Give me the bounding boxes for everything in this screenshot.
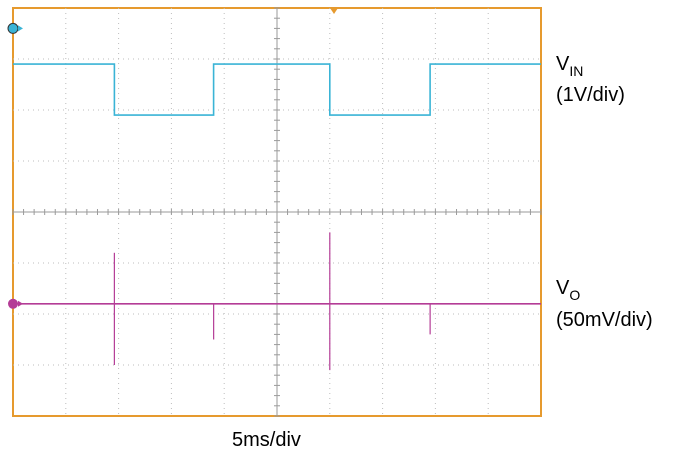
channel-marker-vin	[7, 22, 19, 34]
series-vin-name: VIN	[556, 53, 584, 79]
series-vo-scale: (50mV/div)	[556, 309, 653, 331]
series-vo-name: VO	[556, 277, 581, 303]
x-axis-label: 5ms/div	[232, 429, 301, 451]
channel-marker-vin-arrow	[18, 25, 23, 32]
channel-marker-vo	[8, 298, 18, 309]
traces	[13, 63, 541, 371]
trigger-marker	[330, 8, 338, 14]
channel-markers	[7, 22, 23, 309]
series-line-vin	[13, 63, 541, 116]
channel-marker-vo-arrow	[18, 300, 23, 307]
series-vin-scale: (1V/div)	[556, 84, 625, 106]
